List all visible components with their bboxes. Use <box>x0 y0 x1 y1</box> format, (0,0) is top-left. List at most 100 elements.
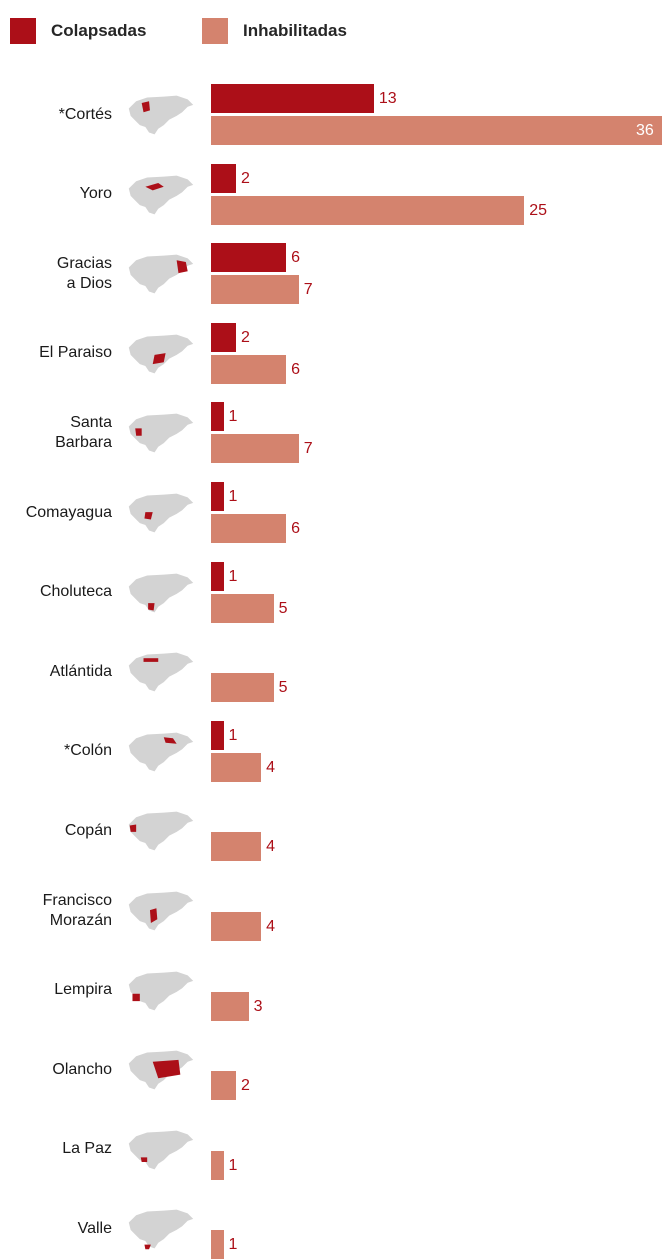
category-label: Francisco Morazán <box>42 891 112 929</box>
honduras-map-icon <box>128 414 194 453</box>
data-label: 2 <box>241 169 250 187</box>
bar-inhabilitadas <box>211 195 525 225</box>
data-label: 7 <box>303 281 313 299</box>
honduras-map-icon <box>128 175 194 214</box>
data-label: 4 <box>266 918 276 935</box>
bar-colapsadas <box>211 243 287 273</box>
bar-inhabilitadas <box>211 354 287 384</box>
bar-colapsadas <box>211 163 237 193</box>
bar-inhabilitadas <box>211 912 262 941</box>
category-label: Choluteca <box>39 583 112 601</box>
bar-inhabilitadas <box>211 1150 224 1180</box>
honduras-map-icon <box>128 573 194 612</box>
bar-colapsadas <box>211 720 224 750</box>
data-label: 2 <box>241 328 250 346</box>
honduras-map-icon <box>128 732 194 772</box>
department-highlight <box>152 352 166 364</box>
data-label: 5 <box>278 679 288 697</box>
country-shape <box>128 652 194 692</box>
department-highlight <box>140 1157 148 1162</box>
legend-swatch-colapsadas <box>10 18 36 44</box>
department-highlight <box>132 993 140 1001</box>
bar-inhabilitadas <box>211 752 262 782</box>
category-label: Atlántida <box>49 662 112 680</box>
department-highlight <box>145 182 164 190</box>
data-label: 6 <box>291 249 301 267</box>
honduras-map-icon <box>128 254 194 294</box>
data-label: 1 <box>228 488 238 505</box>
honduras-map-icon <box>128 95 194 135</box>
data-label: 6 <box>291 360 301 378</box>
bar-inhabilitadas <box>211 593 274 623</box>
data-label: 7 <box>303 440 313 458</box>
bar-inhabilitadas <box>211 434 299 464</box>
data-label: 36 <box>636 122 654 139</box>
country-shape <box>128 971 194 1010</box>
department-highlight <box>152 1060 181 1079</box>
honduras-map-icon <box>128 652 194 692</box>
data-label: 25 <box>529 201 547 219</box>
country-shape <box>128 732 194 772</box>
honduras-map-icon <box>128 1050 194 1090</box>
bar-inhabilitadas <box>211 275 299 305</box>
honduras-map-icon <box>128 334 194 374</box>
legend-label-inhabilitadas: Inhabilitadas <box>243 21 347 40</box>
bar-colapsadas <box>211 402 224 432</box>
bar-colapsadas <box>211 84 374 113</box>
country-shape <box>128 95 194 135</box>
data-label: 4 <box>266 758 276 776</box>
department-highlight <box>148 602 155 611</box>
data-label: 6 <box>291 520 301 537</box>
category-label: *Cortés <box>58 105 112 123</box>
honduras-map-icon <box>128 812 194 851</box>
bar-inhabilitadas <box>211 116 662 145</box>
bar-inhabilitadas <box>211 514 287 543</box>
honduras-map-icon <box>128 493 194 533</box>
country-shape <box>128 891 194 931</box>
data-label: 3 <box>253 997 263 1015</box>
department-highlight <box>144 512 153 520</box>
category-label: Lempira <box>54 981 112 999</box>
honduras-map-icon <box>128 1210 194 1250</box>
category-label: Santa Barbara <box>55 413 112 451</box>
country-shape <box>128 1130 194 1170</box>
country-shape <box>128 175 194 214</box>
country-shape <box>128 493 194 533</box>
department-highlight <box>149 908 158 923</box>
category-label: La Paz <box>62 1140 112 1158</box>
category-label: Olancho <box>52 1060 112 1078</box>
bar-inhabilitadas <box>211 1071 237 1101</box>
data-label: 13 <box>378 90 397 107</box>
honduras-map-icon <box>128 971 194 1010</box>
category-label: Valle <box>77 1219 112 1237</box>
data-label: 1 <box>228 1236 238 1254</box>
department-highlight <box>176 260 188 274</box>
department-highlight <box>143 658 159 663</box>
data-label: 1 <box>228 567 238 585</box>
data-label: 1 <box>228 1156 238 1174</box>
country-shape <box>128 1210 194 1249</box>
category-label: Yoro <box>79 185 112 203</box>
bar-inhabilitadas <box>211 1230 224 1259</box>
category-label: El Paraiso <box>39 344 112 362</box>
honduras-map-icon <box>128 891 194 931</box>
category-label: Copán <box>64 821 112 839</box>
country-shape <box>128 573 194 612</box>
department-highlight <box>135 428 142 437</box>
bar-inhabilitadas <box>211 991 249 1021</box>
bar-colapsadas <box>211 561 224 591</box>
country-shape <box>128 812 194 851</box>
category-label: Comayagua <box>25 503 112 521</box>
department-highlight <box>141 101 150 113</box>
data-label: 1 <box>228 726 238 744</box>
department-highlight <box>129 824 137 833</box>
data-label: 1 <box>228 408 238 426</box>
data-label: 4 <box>266 838 276 856</box>
data-label: 5 <box>278 599 288 617</box>
honduras-map-icon <box>128 1130 194 1170</box>
legend-swatch-inhabilitadas <box>202 18 228 44</box>
country-shape <box>128 414 194 453</box>
legend-label-colapsadas: Colapsadas <box>51 21 147 40</box>
bar-inhabilitadas <box>211 832 262 862</box>
